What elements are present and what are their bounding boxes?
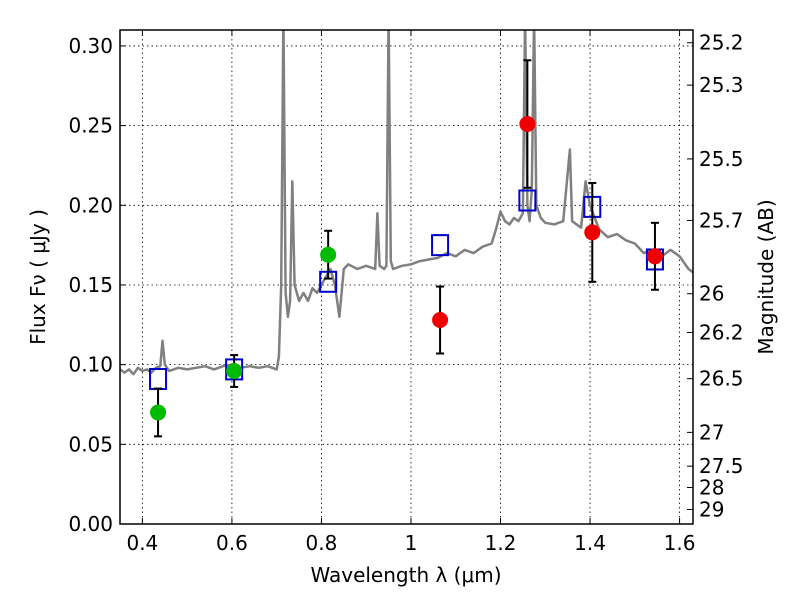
y-axis-right-label: Magnitude (AB) — [754, 199, 778, 354]
x-tick-label: 1.6 — [664, 531, 696, 555]
y-tick-label: 0.15 — [68, 273, 113, 297]
data-point — [226, 363, 243, 380]
x-tick-label: 0.6 — [216, 531, 248, 555]
right-tick-label: 27.5 — [699, 454, 744, 478]
y-tick-label: 0.00 — [68, 512, 113, 536]
spectrum-layer — [120, 30, 693, 376]
data-point — [584, 224, 601, 241]
y-tick-label: 0.30 — [68, 34, 113, 58]
x-tick-label: 0.8 — [306, 531, 338, 555]
data-point — [519, 116, 536, 133]
data-point — [432, 312, 449, 329]
model-box — [518, 189, 537, 212]
right-tick-label: 28 — [699, 476, 724, 500]
spectrum-line — [120, 30, 693, 376]
right-tick-label: 25.2 — [699, 31, 744, 55]
y-tick-label: 0.25 — [68, 114, 113, 138]
right-tick-label: 26.2 — [699, 320, 744, 344]
right-tick-label: 27 — [699, 420, 724, 444]
x-axis-label: Wavelength λ (μm) — [310, 563, 501, 587]
x-tick-label: 1.2 — [485, 531, 517, 555]
right-tick-label: 25.3 — [699, 73, 744, 97]
y-axis-label: Flux Fν ( μJy ) — [26, 209, 50, 345]
x-tick-label: 0.4 — [126, 531, 158, 555]
right-tick-label: 29 — [699, 497, 724, 521]
data-point — [150, 404, 167, 421]
model-box — [431, 234, 450, 257]
right-tick-label: 26.5 — [699, 367, 744, 391]
error-bar-layer — [154, 59, 659, 438]
data-point — [320, 246, 337, 263]
plot-frame — [119, 29, 694, 525]
x-tick-label: 1.4 — [574, 531, 606, 555]
data-point-layer — [150, 116, 663, 421]
plot-area — [120, 30, 693, 524]
right-tick-label: 26 — [699, 282, 724, 306]
grid — [120, 30, 693, 525]
data-point — [646, 248, 663, 265]
x-tick-label: 1 — [405, 531, 418, 555]
y-tick-label: 0.05 — [68, 432, 113, 456]
y-tick-label: 0.20 — [68, 193, 113, 217]
axis-ticks: 0.4 0.6 0.8 1 1.2 1.4 1.6 0.00 0.05 0.10 0.15 0.20 0… — [68, 30, 744, 555]
y-tick-label: 0.10 — [68, 353, 113, 377]
right-tick-label: 25.5 — [699, 147, 744, 171]
right-tick-label: 25.7 — [699, 208, 744, 232]
